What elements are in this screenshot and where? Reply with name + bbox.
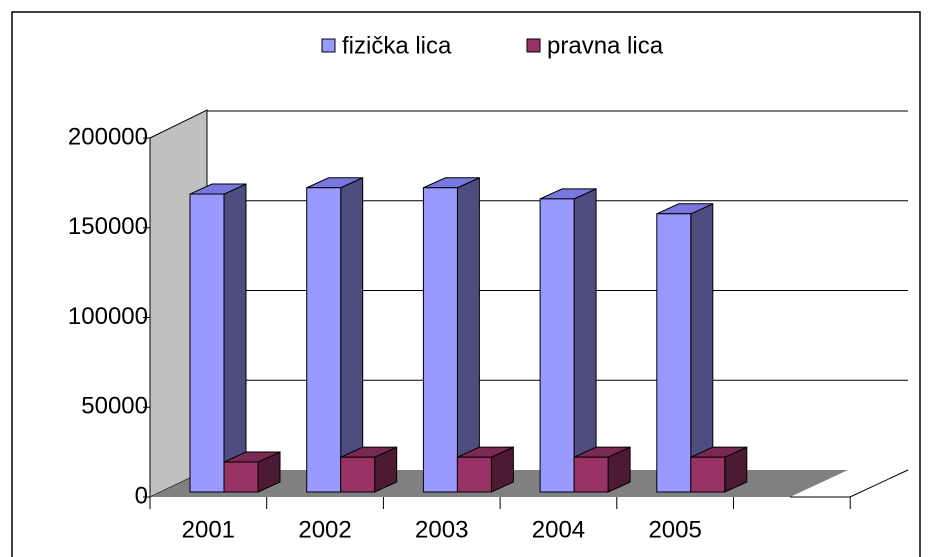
- legend-swatch: [526, 38, 541, 53]
- bar: [422, 187, 458, 493]
- y-tick-label: 150000: [68, 213, 148, 240]
- bar: [223, 461, 259, 493]
- bar-side: [456, 176, 480, 493]
- bar: [539, 198, 575, 493]
- y-tick-label: 0: [135, 482, 148, 509]
- bar: [573, 456, 609, 493]
- bar: [656, 213, 692, 493]
- legend-swatch: [321, 38, 336, 53]
- x-tick-label: 2003: [415, 516, 468, 543]
- bar: [306, 187, 342, 493]
- bar: [189, 193, 225, 493]
- floor-edge: [849, 469, 909, 498]
- y-tick-label: 50000: [81, 393, 148, 420]
- bar-side: [340, 176, 364, 493]
- x-tick-label: 2002: [298, 516, 351, 543]
- bar-side: [573, 188, 597, 493]
- bar: [340, 456, 376, 493]
- bar: [690, 456, 726, 493]
- bar-side: [223, 183, 247, 493]
- x-tick-label: 2001: [182, 516, 235, 543]
- x-tick-label: 2005: [648, 516, 701, 543]
- x-tick-label: 2004: [532, 516, 585, 543]
- y-tick-label: 200000: [68, 123, 148, 150]
- y-tick-label: 100000: [68, 303, 148, 330]
- legend-label: pravna lica: [547, 32, 664, 59]
- legend-label: fizička lica: [342, 32, 452, 59]
- bar: [456, 456, 492, 493]
